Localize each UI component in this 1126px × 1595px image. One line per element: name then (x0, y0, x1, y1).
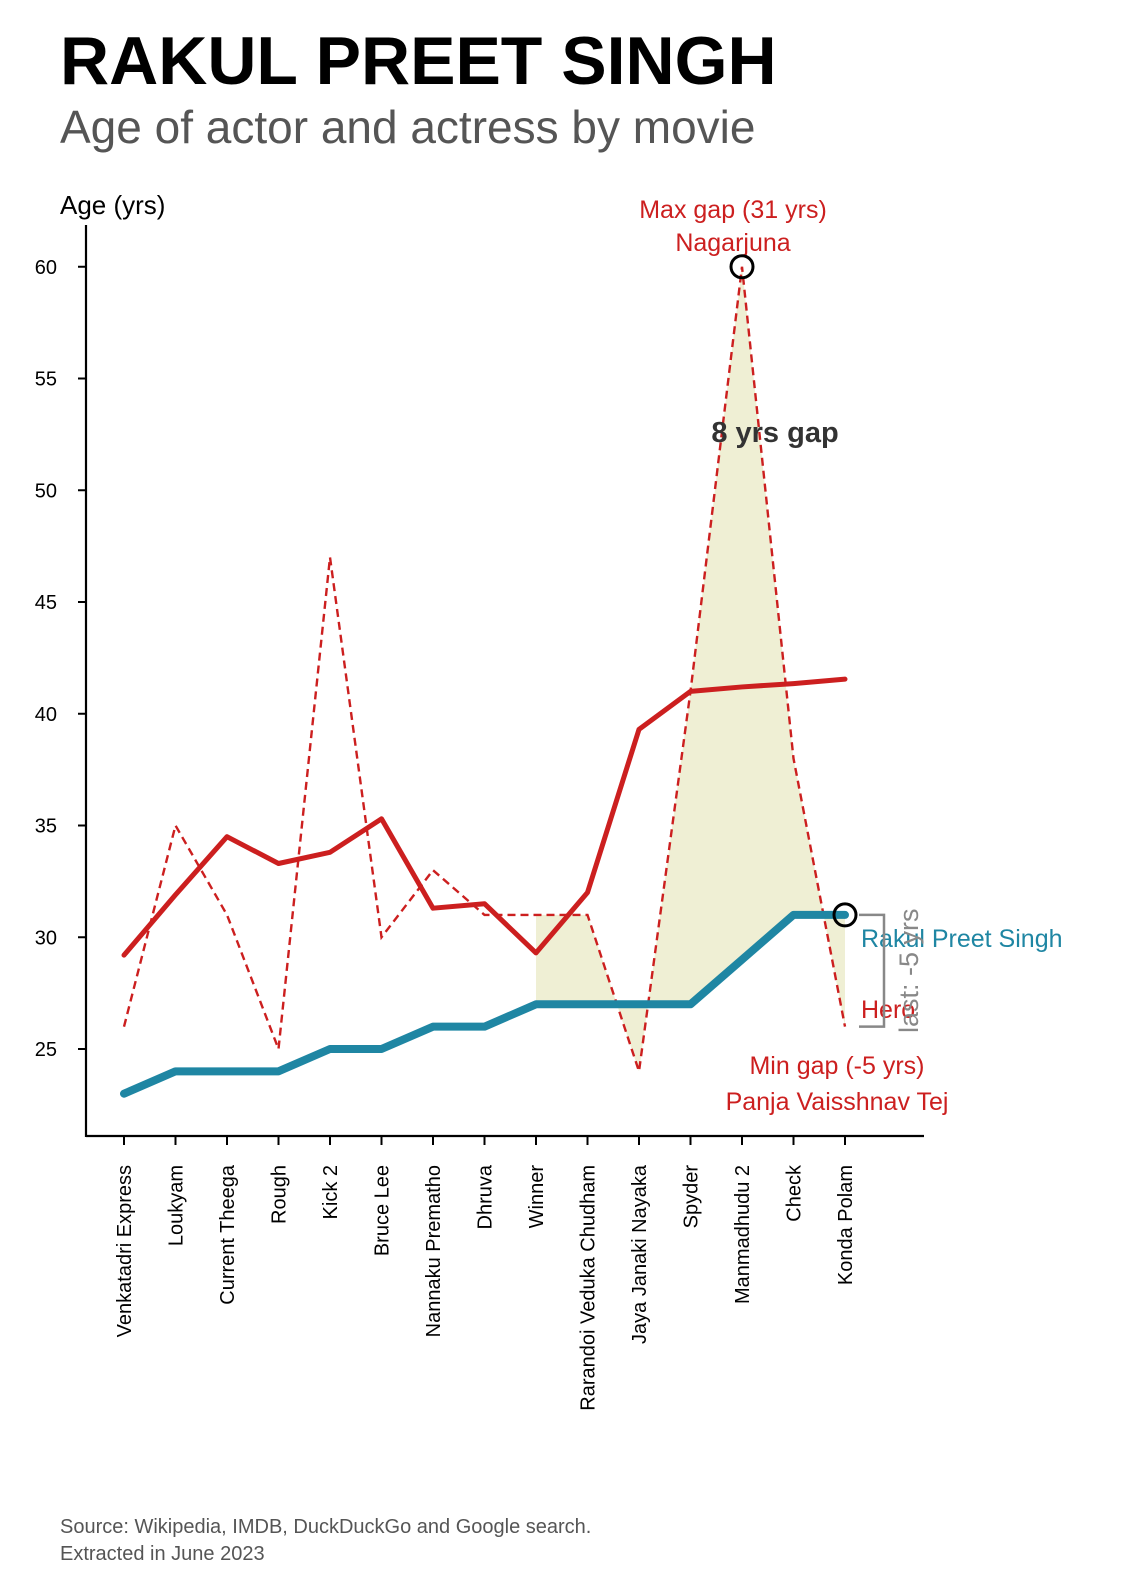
x-tick-label: Konda Polam (835, 1165, 857, 1285)
x-tick-label: Dhruva (475, 1164, 497, 1229)
max-gap-name: Nagarjuna (675, 229, 790, 257)
x-tick-label: Winner (526, 1165, 548, 1229)
y-tick-label: 25 (35, 1039, 57, 1061)
axes: Age (yrs) (60, 190, 924, 1138)
x-tick-label: Bruce Lee (372, 1165, 394, 1256)
x-tick-label: Jaya Janaki Nayaka (629, 1164, 651, 1344)
max-gap-marker (729, 254, 755, 280)
last-point-marker (832, 902, 858, 928)
min-gap-name: Panja Vaisshnav Tej (726, 1088, 949, 1116)
min-gap-label: Min gap (-5 yrs) (749, 1052, 924, 1080)
y-tick-label: 60 (35, 257, 57, 279)
x-tick-label: Current Theega (217, 1164, 239, 1305)
hero-age-line (122, 266, 847, 1072)
y-tick-label: 45 (35, 592, 57, 614)
chart-subtitle: Age of actor and actress by movie (60, 101, 756, 153)
y-tick-label: 55 (35, 369, 57, 391)
y-tick-label: 50 (35, 480, 57, 502)
max-gap-label: Max gap (31 yrs) (639, 196, 827, 224)
series-label-actress: Rakul Preet Singh (861, 925, 1063, 953)
x-tick-label: Spyder (681, 1165, 703, 1229)
source-note: Source: Wikipedia, IMDB, DuckDuckGo and … (60, 1514, 591, 1568)
x-tick-label: Nannaku Prematho (423, 1165, 445, 1337)
y-tick-label: 35 (35, 816, 57, 838)
series-label-hero: Hero (861, 996, 915, 1024)
x-tick-label: Loukyam (166, 1165, 188, 1246)
x-tick-label: Check (784, 1164, 806, 1222)
gap-fill-area (536, 266, 845, 1072)
y-ticks: 25 30 35 40 45 50 55 60 (35, 257, 86, 1061)
x-tick-label: Rarandoi Veduka Chudham (578, 1165, 600, 1411)
last-gap-bracket (859, 913, 886, 1028)
x-ticks: Venkatadri Express Loukyam Current Theega R… (114, 1136, 857, 1411)
x-tick-label: Manmadhudu 2 (732, 1165, 754, 1304)
gap-fill-polygon (536, 266, 845, 1072)
series-lines (120, 266, 849, 1098)
source-line: Source: Wikipedia, IMDB, DuckDuckGo and … (60, 1516, 592, 1538)
y-tick-label: 30 (35, 927, 57, 949)
y-tick-label: 40 (35, 704, 57, 726)
y-axis-label: Age (yrs) (60, 190, 165, 220)
chart-title: RAKUL PREET SINGH (60, 23, 777, 99)
extracted-line: Extracted in June 2023 (60, 1543, 265, 1565)
actress-age-line (120, 910, 849, 1098)
annotations: Max gap (31 yrs) Nagarjuna 8 yrs gap Min… (639, 196, 1062, 1116)
last-gap-label: last: -5 yrs (894, 909, 924, 1034)
gap-label: 8 yrs gap (711, 417, 838, 449)
x-tick-label: Kick 2 (320, 1165, 342, 1219)
x-tick-label: Rough (269, 1165, 291, 1224)
x-tick-label: Venkatadri Express (114, 1165, 136, 1337)
hero-trend-line (121, 676, 848, 958)
